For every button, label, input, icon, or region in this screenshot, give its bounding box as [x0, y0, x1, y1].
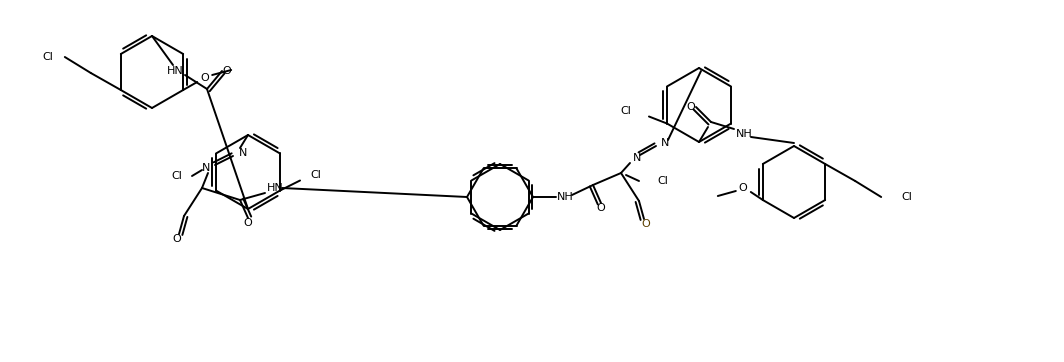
Text: Cl: Cl [310, 171, 321, 181]
Text: N: N [633, 153, 642, 163]
Text: HN: HN [167, 66, 183, 76]
Text: Cl: Cl [171, 171, 182, 181]
Text: Cl: Cl [620, 106, 631, 117]
Text: O: O [738, 183, 747, 193]
Text: O: O [172, 234, 181, 244]
Text: O: O [597, 203, 605, 213]
Text: O: O [642, 219, 650, 229]
Text: NH: NH [735, 129, 752, 139]
Text: Cl: Cl [41, 52, 53, 62]
Text: O: O [201, 73, 210, 83]
Text: Cl: Cl [656, 176, 668, 186]
Text: NH: NH [556, 192, 573, 202]
Text: O: O [686, 102, 696, 112]
Text: O: O [244, 218, 252, 228]
Text: HN: HN [267, 183, 283, 193]
Text: N: N [661, 138, 669, 148]
Text: N: N [202, 163, 211, 173]
Text: Cl: Cl [901, 192, 912, 202]
Text: O: O [222, 66, 231, 76]
Text: N: N [238, 148, 247, 158]
